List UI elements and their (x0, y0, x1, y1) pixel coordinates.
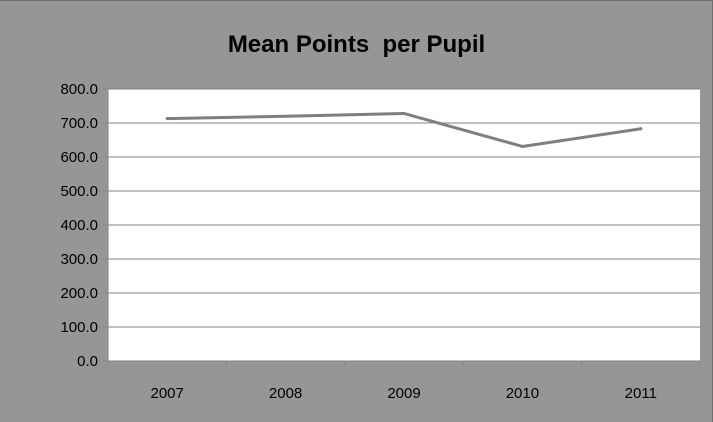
x-tick-label: 2011 (625, 385, 657, 402)
data-point (284, 114, 288, 118)
chart-title: Mean Points per Pupil (227, 31, 486, 58)
x-tick-label: 2008 (269, 385, 302, 402)
data-point (639, 127, 643, 131)
data-point (402, 111, 406, 115)
y-tick-label: 800.0 (60, 81, 98, 98)
y-tick-label: 600.0 (60, 149, 98, 166)
data-point (165, 117, 169, 121)
x-tick-label: 2007 (151, 385, 184, 402)
y-tick-label: 700.0 (60, 115, 98, 132)
y-tick-label: 500.0 (60, 183, 98, 200)
y-tick-label: 100.0 (60, 319, 98, 336)
y-tick-label: 400.0 (60, 217, 98, 234)
y-tick-label: 200.0 (60, 285, 98, 302)
data-point (520, 144, 524, 148)
y-tick-label: 0.0 (77, 353, 98, 370)
x-tick-label: 2009 (387, 385, 420, 402)
y-tick-label: 300.0 (60, 251, 98, 268)
x-tick-label: 2010 (506, 385, 539, 402)
